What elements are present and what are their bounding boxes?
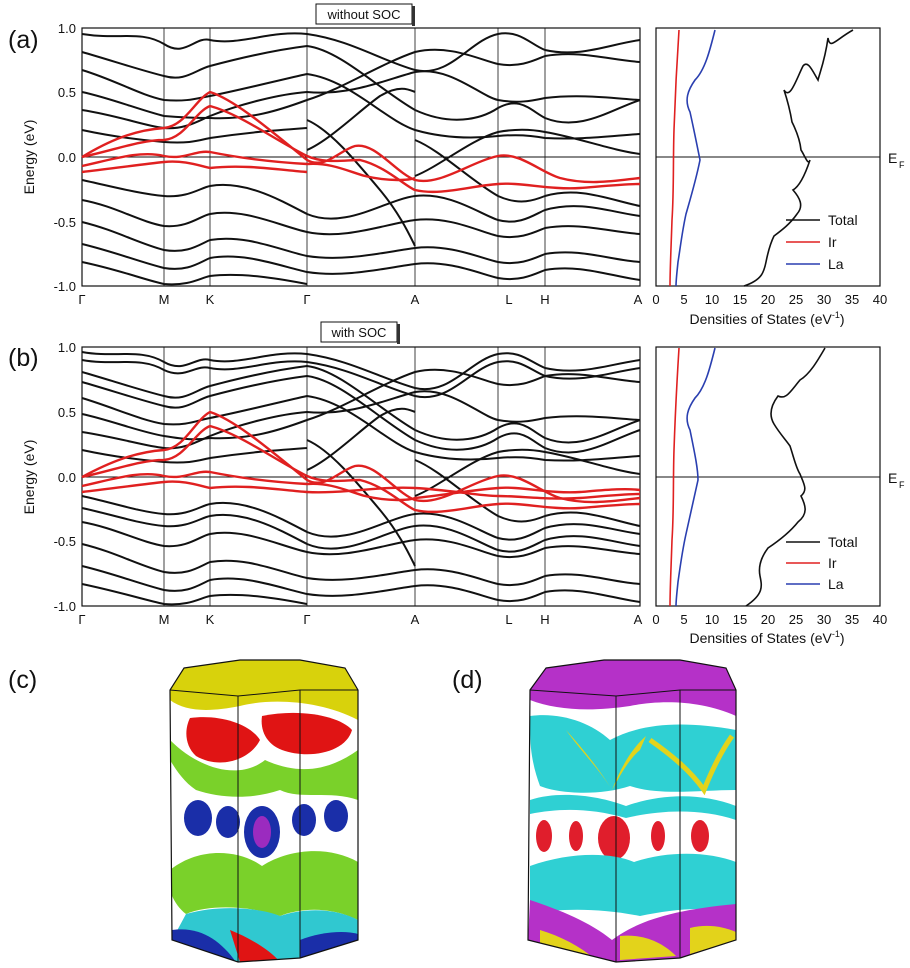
dos-tick: 35	[845, 612, 859, 627]
k-point-lines-b	[163, 347, 546, 606]
dos-axis-title-b: Densities of States (eV-1)	[689, 629, 844, 646]
kpath-label: A	[634, 612, 643, 627]
panel-b: (b)	[8, 321, 905, 646]
dos-total-curve-b	[745, 347, 826, 607]
panel-label-b: (b)	[8, 344, 39, 372]
dos-tick: 0	[652, 612, 659, 627]
panel-a: (a)	[8, 3, 905, 327]
legend-total: Total	[828, 212, 858, 228]
fermi-surface-d	[527, 659, 737, 963]
tag-with-soc: with SOC	[320, 321, 400, 344]
dos-axis-title-a: Densities of States (eV-1)	[689, 310, 844, 327]
panel-label-c: (c)	[8, 666, 37, 694]
tag-label-a: without SOC	[327, 7, 401, 22]
energy-tick: 0.0	[58, 470, 76, 485]
energy-tick: -0.5	[54, 215, 76, 230]
kpath-label: A	[634, 292, 643, 307]
dos-curves-a	[669, 29, 854, 287]
dos-tick: 20	[761, 292, 775, 307]
dos-axis-a: 0 5 10 15 20 25 30 35 40 Densities of St…	[652, 292, 887, 327]
dos-total-curve-a	[743, 29, 854, 287]
kpath-label: M	[159, 292, 170, 307]
dos-tick: 25	[789, 612, 803, 627]
dos-tick: 10	[705, 292, 719, 307]
ef-label: E	[888, 150, 897, 166]
tag-without-soc: without SOC	[315, 3, 415, 26]
dos-tick: 10	[705, 612, 719, 627]
dos-curves-b	[669, 347, 826, 607]
energy-tick: 1.0	[58, 21, 76, 36]
dos-tick: 40	[873, 292, 887, 307]
energy-tick: 1.0	[58, 340, 76, 355]
dos-axis-b: 0 5 10 15 20 25 30 35 40 Densities of St…	[652, 612, 887, 646]
kpath-label: K	[206, 612, 215, 627]
bands-black-b	[81, 351, 641, 606]
kpath-label: A	[411, 292, 420, 307]
energy-axis-title-b: Energy (eV)	[21, 440, 37, 515]
dos-ir-curve-b	[669, 347, 680, 607]
energy-tick: -0.5	[54, 534, 76, 549]
fermi-level-label-a: E F	[888, 150, 905, 170]
kpath-label: K	[206, 292, 215, 307]
kpath-label: M	[159, 612, 170, 627]
dos-tick: 5	[680, 292, 687, 307]
kpath-labels-b: Γ M K Γ A L H A	[78, 612, 642, 627]
panel-label-a: (a)	[8, 26, 39, 54]
dos-tick: 0	[652, 292, 659, 307]
dos-tick: 20	[761, 612, 775, 627]
kpath-label: Γ	[303, 292, 310, 307]
dos-tick: 30	[817, 612, 831, 627]
dos-la-curve-b	[675, 347, 716, 607]
kpath-labels-a: Γ M K Γ A L H A	[78, 292, 642, 307]
panel-c: (c)	[8, 659, 359, 963]
energy-tick: 0.5	[58, 405, 76, 420]
panel-d: (d)	[452, 659, 737, 963]
kpath-label: Γ	[78, 612, 85, 627]
dos-tick: 30	[817, 292, 831, 307]
legend-ir: Ir	[828, 234, 837, 250]
kpath-label: L	[505, 612, 512, 627]
bands-red-a	[81, 90, 641, 194]
ef-subscript: F	[899, 480, 905, 490]
ef-subscript: F	[899, 160, 905, 170]
bands-black-a	[81, 32, 641, 286]
fermi-level-label-b: E F	[888, 470, 905, 490]
bands-red-b	[81, 410, 641, 514]
dos-tick: 35	[845, 292, 859, 307]
dos-tick: 15	[733, 612, 747, 627]
kpath-label: Γ	[303, 612, 310, 627]
dos-legend-b: Total Ir La	[786, 534, 858, 592]
kpath-label: A	[411, 612, 420, 627]
legend-ir: Ir	[828, 555, 837, 571]
legend-total: Total	[828, 534, 858, 550]
energy-tick: 0.0	[58, 150, 76, 165]
energy-axis-b: 1.0 0.5 0.0 -0.5 -1.0 Energy (eV)	[21, 340, 76, 614]
energy-tick: 0.5	[58, 85, 76, 100]
energy-axis-a: 1.0 0.5 0.0 -0.5 -1.0 Energy (eV)	[21, 21, 76, 294]
dos-legend-a: Total Ir La	[786, 212, 858, 272]
dos-tick: 15	[733, 292, 747, 307]
dos-plot-frame-b	[655, 346, 881, 607]
energy-tick: -1.0	[54, 599, 76, 614]
dos-ir-curve-a	[669, 29, 680, 287]
dos-tick: 25	[789, 292, 803, 307]
panel-label-d: (d)	[452, 666, 483, 694]
energy-axis-title-a: Energy (eV)	[21, 120, 37, 195]
kpath-label: Γ	[78, 292, 85, 307]
dos-tick: 5	[680, 612, 687, 627]
energy-tick: -1.0	[54, 279, 76, 294]
tag-label-b: with SOC	[331, 325, 387, 340]
kpath-label: H	[540, 612, 549, 627]
dos-la-curve-a	[675, 29, 716, 287]
fermi-surface-c	[169, 659, 359, 963]
legend-la: La	[828, 256, 844, 272]
ef-label: E	[888, 470, 897, 486]
legend-la: La	[828, 576, 844, 592]
kpath-label: H	[540, 292, 549, 307]
dos-tick: 40	[873, 612, 887, 627]
kpath-label: L	[505, 292, 512, 307]
